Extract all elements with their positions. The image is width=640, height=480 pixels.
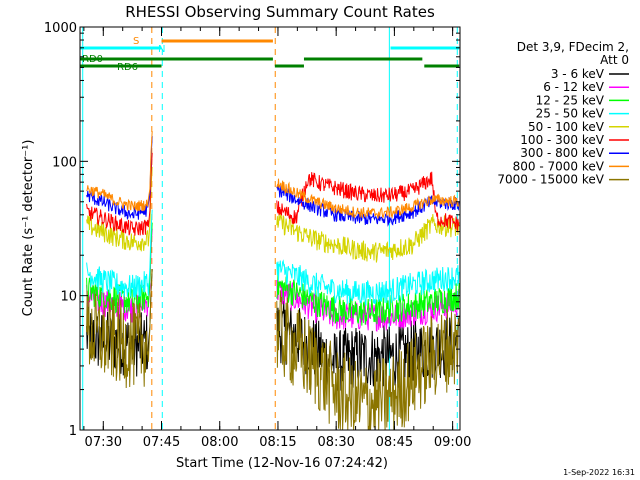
legend-header-line-2: Att 0 (600, 53, 629, 67)
x-tick-label: 08:15 (259, 435, 296, 450)
series-line-4-seg2 (276, 259, 460, 306)
y-tick-label: 1 (69, 424, 77, 439)
legend-entry-label: 25 - 50 keV (536, 107, 605, 121)
series-line-6-seg2 (276, 171, 460, 232)
y-tick-label: 1000 (44, 21, 77, 36)
series-line-6-seg1 (86, 152, 153, 236)
x-tick-label: 08:45 (376, 435, 413, 450)
legend-entry-label: 100 - 300 keV (520, 133, 604, 147)
x-axis-label: Start Time (12-Nov-16 07:24:42) (176, 456, 388, 471)
x-tick-label: 09:00 (434, 435, 471, 450)
legend-entry-label: 3 - 6 keV (551, 67, 605, 81)
series-line-4-seg1 (86, 209, 153, 299)
flag-label-n: N (158, 44, 165, 55)
y-tick-label: 100 (52, 155, 77, 170)
legend-entry-label: 300 - 800 keV (520, 146, 604, 160)
series-line-7-seg2 (276, 184, 460, 227)
flag-label-s: S (133, 36, 139, 47)
series-line-8-seg2 (276, 178, 460, 219)
series-line-3-seg2 (276, 271, 460, 326)
series-line-9-seg1 (86, 269, 153, 389)
legend-entry-label: 50 - 100 keV (528, 120, 605, 134)
footer-timestamp: 1-Sep-2022 16:31 (563, 468, 635, 477)
legend-entry-label: 12 - 25 keV (536, 93, 605, 107)
series-line-5-seg1 (86, 166, 153, 252)
x-tick-label: 08:30 (317, 435, 354, 450)
legend-entry-label: 6 - 12 keV (543, 80, 605, 94)
flag-label-rd6: RD6 (117, 62, 138, 73)
chart-title: RHESSI Observing Summary Count Rates (125, 3, 435, 21)
series-line-9-seg2 (276, 290, 460, 431)
legend-entry-label: 800 - 7000 keV (513, 159, 605, 173)
legend-header-line-1: Det 3,9, FDecim 2, (517, 40, 629, 54)
x-tick-label: 07:30 (85, 435, 122, 450)
flag-label-rd0: RD0 (82, 54, 103, 65)
plot-area: S N RD0 RD6 1 10 100 1000 07:30 07:45 08:00 08:15 08… (44, 21, 471, 450)
x-tick-label: 07:45 (143, 435, 180, 450)
series-line-5-seg2 (276, 212, 460, 263)
series-line-8-seg1 (86, 131, 153, 212)
plot-frame (79, 26, 461, 431)
y-axis-label: Count Rate (s⁻¹ detector⁻¹) (21, 140, 36, 317)
series-line-1-seg1 (86, 269, 153, 377)
y-tick-label: 10 (60, 290, 77, 305)
legend-entry-label: 7000 - 15000 keV (497, 173, 604, 187)
x-tick-label: 08:00 (201, 435, 238, 450)
